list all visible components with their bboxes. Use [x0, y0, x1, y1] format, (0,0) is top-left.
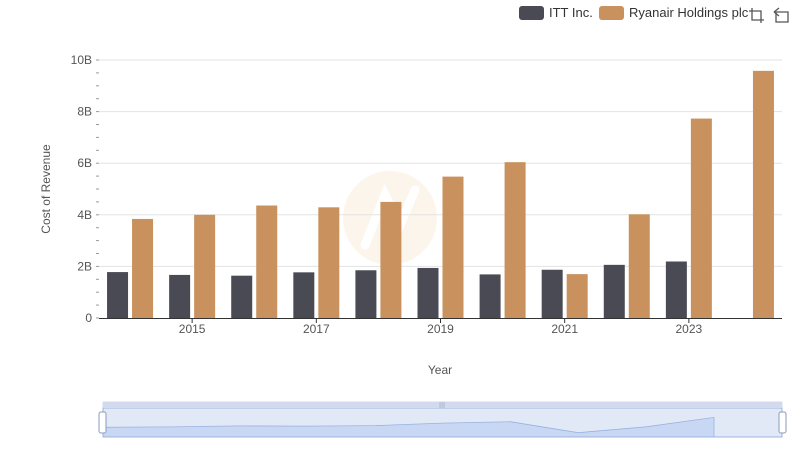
bar-itt[interactable]	[231, 275, 253, 318]
legend-swatch-itt	[519, 6, 544, 20]
y-tick-label: 2B	[77, 259, 92, 273]
legend-swatch-ryanair	[599, 6, 624, 20]
bar-ryanair[interactable]	[628, 214, 650, 318]
bar-itt[interactable]	[293, 272, 315, 318]
x-tick-label: 2019	[427, 322, 454, 336]
bar-itt[interactable]	[541, 269, 563, 318]
bar-ryanair[interactable]	[690, 118, 712, 318]
y-axis-title: Cost of Revenue	[39, 144, 53, 234]
bar-itt[interactable]	[417, 267, 439, 318]
x-tick-label: 2023	[676, 322, 703, 336]
bar-ryanair[interactable]	[194, 214, 216, 318]
x-tick-label: 2017	[303, 322, 330, 336]
bar-ryanair[interactable]	[752, 70, 774, 318]
x-tick-labels: 2015 2017 2019 2021 2023	[179, 318, 703, 336]
y-tick-label: 10B	[71, 53, 92, 67]
legend-label-ryanair: Ryanair Holdings plc	[629, 5, 749, 20]
zoom-slider-top-bar[interactable]	[103, 402, 782, 408]
y-tick-labels: 0 2B 4B 6B 8B 10B	[71, 53, 93, 325]
legend-item-ryanair[interactable]: Ryanair Holdings plc	[599, 5, 749, 20]
bar-itt[interactable]	[603, 264, 625, 318]
legend-item-itt[interactable]: ITT Inc.	[519, 5, 593, 20]
x-tick-label: 2021	[551, 322, 578, 336]
bar-ryanair[interactable]	[318, 207, 340, 318]
crop-icon[interactable]	[747, 6, 767, 24]
bar-ryanair[interactable]	[442, 176, 464, 318]
x-tick-label: 2015	[179, 322, 206, 336]
legend[interactable]: ITT Inc. Ryanair Holdings plc	[519, 5, 749, 20]
bar-itt[interactable]	[665, 261, 687, 318]
bar-ryanair[interactable]	[132, 218, 154, 318]
zoom-slider[interactable]: |||	[98, 401, 787, 438]
y-minor-ticks	[96, 59, 99, 319]
bar-itt[interactable]	[107, 272, 129, 318]
y-tick-label: 6B	[77, 156, 92, 170]
zoom-slider-preview	[102, 416, 715, 438]
bars	[107, 70, 774, 318]
bar-ryanair[interactable]	[566, 274, 588, 318]
bar-ryanair[interactable]	[504, 162, 526, 318]
bar-itt[interactable]	[479, 274, 501, 318]
zoom-slider-right-handle[interactable]	[778, 411, 787, 434]
y-tick-label: 4B	[77, 208, 92, 222]
y-tick-label: 8B	[77, 105, 92, 119]
y-tick-label: 0	[85, 311, 92, 325]
bar-itt[interactable]	[355, 270, 377, 318]
reset-icon[interactable]	[771, 6, 791, 24]
zoom-slider-left-handle[interactable]	[98, 411, 107, 434]
zoom-slider-grip[interactable]: |||	[439, 402, 445, 409]
bar-ryanair[interactable]	[380, 201, 402, 318]
legend-label-itt: ITT Inc.	[549, 5, 593, 20]
zoom-slider-selection[interactable]	[102, 407, 783, 438]
bar-itt[interactable]	[169, 274, 191, 318]
bar-ryanair[interactable]	[256, 205, 278, 318]
x-axis-title: Year	[428, 363, 452, 377]
